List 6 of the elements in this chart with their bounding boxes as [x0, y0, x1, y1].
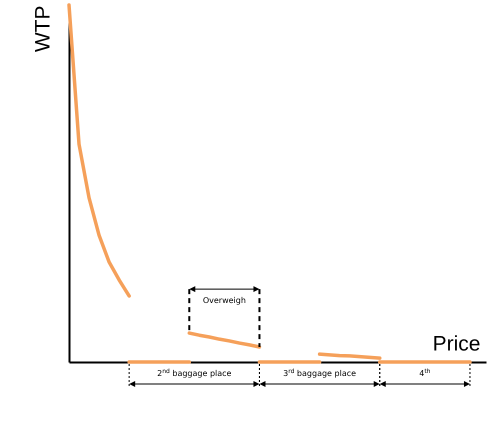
text: 2$^{nd}$ baggage place	[157, 368, 232, 378]
text: 3$^{rd}$ baggage place	[283, 368, 356, 378]
annotation: Overweigh	[202, 296, 246, 306]
x-axis-title: Price	[432, 332, 480, 356]
y-axis-title: WTP	[32, 6, 54, 52]
text: 4$^{th}$	[419, 368, 431, 378]
